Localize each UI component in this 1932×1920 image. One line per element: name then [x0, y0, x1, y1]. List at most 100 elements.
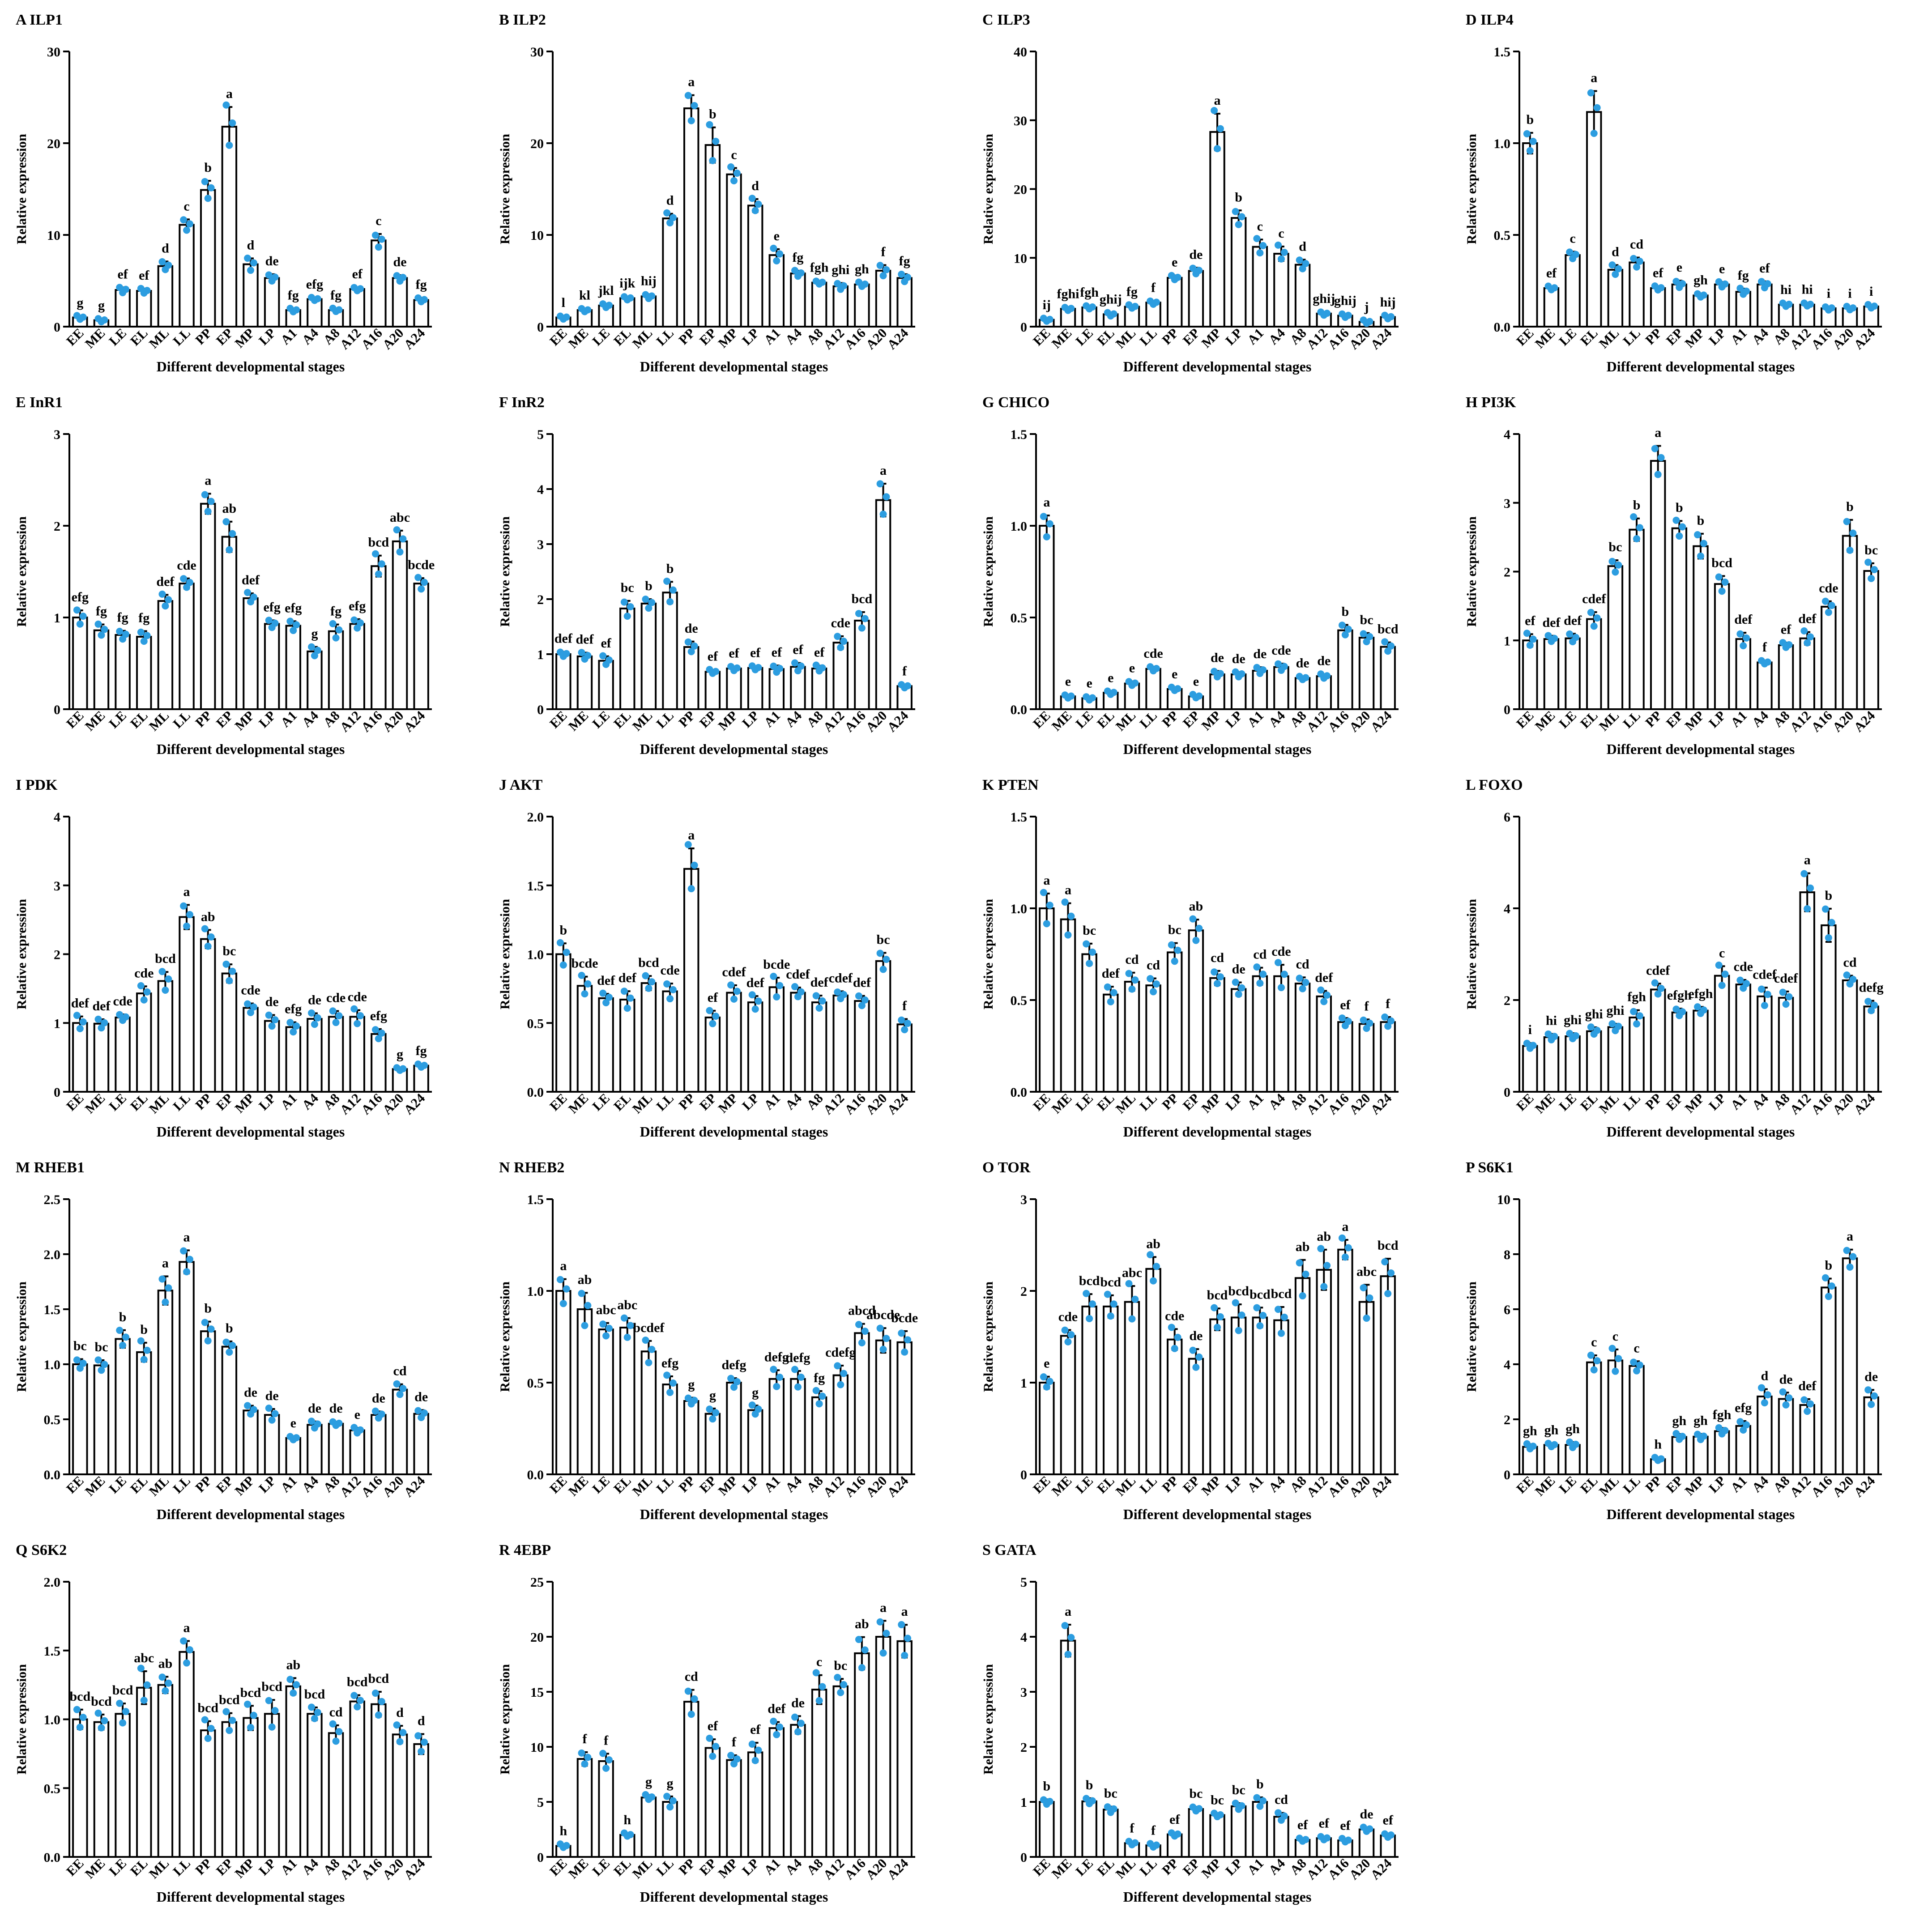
x-tick-label: A1 — [1245, 326, 1267, 348]
x-tick-label: LE — [589, 326, 613, 349]
significance-letter: g — [752, 1385, 759, 1400]
significance-letter: bc — [94, 1340, 108, 1354]
x-tick-label: A12 — [1787, 326, 1814, 353]
data-point — [201, 1716, 209, 1724]
significance-letter: fg — [138, 610, 149, 625]
x-tick-label: EE — [1514, 1473, 1537, 1497]
data-point — [1679, 1008, 1686, 1016]
data-point — [1192, 1363, 1200, 1371]
bar-PP — [200, 1729, 216, 1858]
significance-letter: cde — [1165, 1308, 1184, 1323]
significance-letter: bc — [1083, 923, 1096, 938]
significance-letter: ghij — [1313, 291, 1335, 306]
y-tick-label: 4 — [1504, 902, 1510, 916]
significance-letter: efg — [285, 1002, 302, 1017]
x-tick-label: PP — [1642, 326, 1664, 348]
x-tick-label: EL — [1578, 708, 1601, 732]
significance-letter: d — [1761, 1369, 1769, 1384]
data-point — [1849, 1253, 1857, 1260]
bar-A8 — [1294, 1277, 1311, 1476]
significance-letter: ab — [1146, 1236, 1160, 1251]
bar-A1 — [285, 1437, 302, 1476]
y-tick-label: 3 — [537, 537, 544, 552]
data-point — [709, 1753, 717, 1760]
data-point — [137, 628, 145, 636]
significance-letter: fgh — [1080, 285, 1099, 300]
data-point — [1089, 949, 1096, 956]
data-point — [329, 1007, 337, 1015]
data-point — [250, 1003, 257, 1011]
y-tick-label: 0.5 — [44, 1413, 61, 1427]
x-tick-label: A12 — [1304, 1856, 1331, 1883]
x-tick-label: A24 — [1851, 326, 1878, 353]
data-point — [1828, 919, 1835, 926]
data-point — [1381, 638, 1389, 646]
data-point — [770, 662, 777, 670]
data-point — [834, 988, 841, 996]
data-point — [101, 1019, 108, 1026]
x-tick-label: PP — [192, 1473, 214, 1495]
x-tick-label: EL — [1094, 708, 1117, 732]
data-point — [421, 579, 428, 586]
x-tick-label: MP — [716, 1091, 741, 1116]
significance-letter: def — [853, 975, 871, 990]
significance-letter: g — [77, 295, 83, 310]
data-point — [1672, 1005, 1680, 1013]
significance-letter: ef — [1653, 266, 1663, 281]
data-point — [1320, 1283, 1328, 1290]
data-point — [393, 1380, 401, 1388]
x-tick-label: EP — [697, 708, 719, 731]
data-point — [180, 1637, 188, 1645]
significance-letter: cd — [1843, 955, 1857, 970]
bar-LP — [747, 1409, 763, 1475]
significance-letter: bcd — [1207, 1288, 1228, 1303]
x-tick-label: LL — [1620, 1473, 1643, 1497]
x-tick-label: LP — [739, 1856, 762, 1878]
data-point — [308, 1009, 316, 1017]
bar-A12 — [349, 623, 365, 710]
bar-A20 — [1842, 535, 1858, 711]
data-point — [1086, 1315, 1093, 1322]
significance-letter: de — [1232, 962, 1245, 977]
bar-A16 — [1821, 1286, 1837, 1476]
significance-letter: fg — [117, 610, 128, 625]
data-point — [1843, 518, 1851, 525]
bar-A4 — [1757, 661, 1773, 710]
bar-A24 — [896, 1023, 913, 1093]
significance-letter: def — [1798, 612, 1817, 626]
significance-letter: cde — [660, 963, 679, 978]
data-point — [1715, 573, 1723, 581]
data-point — [834, 280, 841, 287]
y-axis-label: Relative expression — [981, 516, 996, 627]
bar-LL — [1145, 984, 1161, 1093]
data-point — [116, 1327, 124, 1334]
data-point — [1128, 1315, 1136, 1323]
data-point — [1189, 264, 1197, 272]
x-tick-label: MP — [1199, 708, 1224, 733]
data-point — [876, 480, 884, 488]
data-point — [1277, 255, 1285, 263]
data-point — [819, 664, 826, 672]
data-point — [201, 1319, 209, 1326]
significance-letter: b — [666, 561, 674, 576]
data-point — [1110, 1300, 1117, 1308]
bar-PP — [683, 1701, 699, 1858]
data-point — [207, 1325, 215, 1333]
data-point — [1128, 985, 1136, 993]
data-point — [204, 508, 212, 515]
x-tick-label: A1 — [278, 326, 300, 348]
data-point — [1277, 984, 1285, 992]
data-point — [840, 282, 848, 289]
data-point — [1551, 284, 1558, 292]
x-tick-label: LP — [739, 326, 762, 348]
data-point — [418, 1748, 425, 1755]
data-point — [1043, 920, 1050, 928]
significance-letter: bcd — [1100, 1275, 1121, 1290]
x-tick-label: A4 — [1266, 326, 1288, 348]
x-tick-label: LL — [1137, 1091, 1160, 1114]
y-tick-label: 0 — [1020, 320, 1027, 335]
data-point — [183, 1268, 191, 1276]
data-point — [584, 980, 592, 988]
data-point — [244, 1000, 252, 1008]
significance-letter: bc — [1189, 1786, 1203, 1801]
